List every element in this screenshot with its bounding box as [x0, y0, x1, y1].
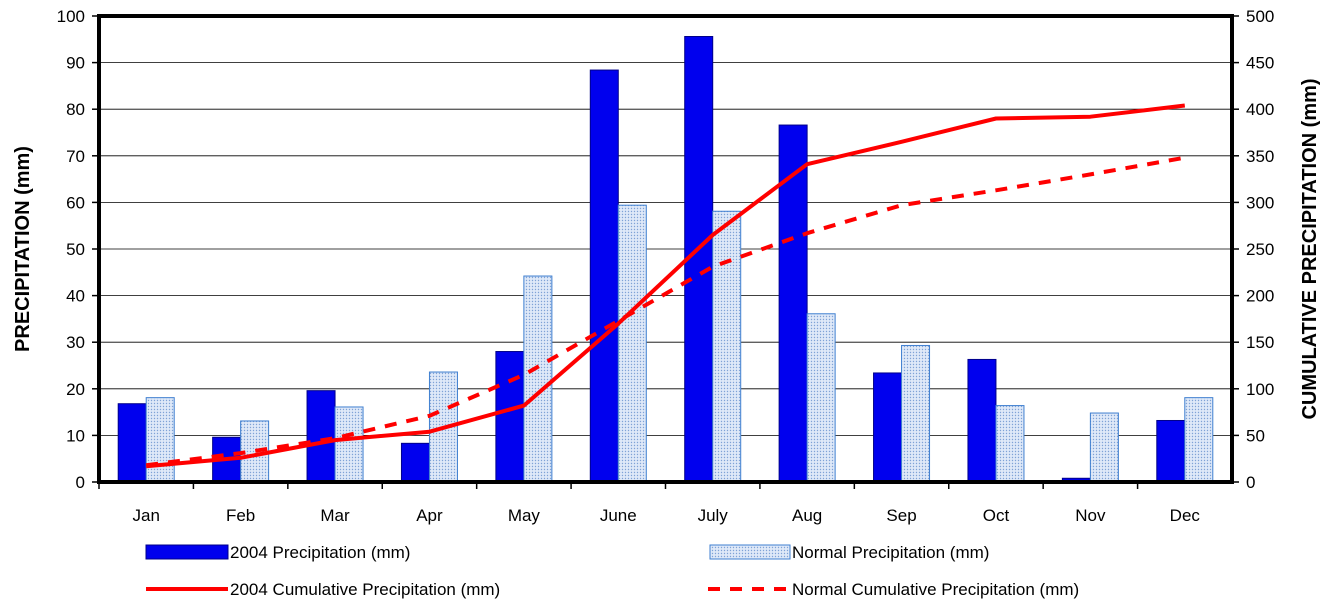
- bar-normal-Jan: [145, 397, 175, 483]
- bar-normal-Mar: [334, 406, 364, 483]
- bar-2004-Oct: [967, 358, 997, 483]
- legend-label: Normal Cumulative Precipitation (mm): [792, 580, 1079, 599]
- bar-normal-Nov: [1089, 412, 1119, 483]
- y-tick-label: 80: [66, 100, 85, 119]
- y2-tick-label: 350: [1246, 147, 1274, 166]
- x-tick-label: Nov: [1075, 506, 1106, 525]
- y2-tick-label: 450: [1246, 54, 1274, 73]
- legend: 2004 Precipitation (mm) Normal Precipitat…: [145, 543, 1079, 599]
- bar-normal-Dec: [1184, 397, 1214, 483]
- y2-tick-label: 0: [1246, 473, 1255, 492]
- x-tick-label: May: [508, 506, 541, 525]
- y-tick-label: 40: [66, 287, 85, 306]
- line-normal-cumulative: [145, 155, 1186, 468]
- bar-normal-Oct: [995, 405, 1025, 483]
- y-tick-label: 60: [66, 193, 85, 212]
- legend-label: 2004 Precipitation (mm): [230, 543, 410, 562]
- x-tick-label: Aug: [792, 506, 822, 525]
- x-tick-label: Jan: [132, 506, 159, 525]
- y2-tick-label: 100: [1246, 380, 1274, 399]
- y2-axis-title: CUMULATIVE PRECIPITATION (mm): [1299, 78, 1321, 419]
- x-tick-label: Apr: [416, 506, 443, 525]
- y-tick-label: 10: [66, 426, 85, 445]
- bar-2004-Mar: [306, 390, 336, 483]
- cumulative-lines: [145, 103, 1186, 469]
- bar-normal-July: [712, 210, 742, 483]
- bar-2004-May: [495, 351, 525, 483]
- x-tick-label: June: [600, 506, 637, 525]
- gridlines: [99, 62, 1232, 436]
- y2-tick-label: 300: [1246, 193, 1274, 212]
- bar-2004-Dec: [1156, 419, 1186, 483]
- y-tick-label: 30: [66, 333, 85, 352]
- bar-normal-May: [523, 275, 553, 483]
- y2-tick-label: 50: [1246, 426, 1265, 445]
- x-tick-label: July: [698, 506, 729, 525]
- bar-2004-Aug: [778, 124, 808, 483]
- legend-swatch: [709, 544, 791, 560]
- y-tick-label: 20: [66, 380, 85, 399]
- y-tick-label: 50: [66, 240, 85, 259]
- bar-2004-Jan: [117, 403, 147, 483]
- y2-tick-label: 200: [1246, 287, 1274, 306]
- legend-swatch: [145, 544, 229, 560]
- bar-normal-Aug: [806, 313, 836, 483]
- y-axis-title: PRECIPITATION (mm): [12, 146, 34, 352]
- legend-label: Normal Precipitation (mm): [792, 543, 989, 562]
- y2-tick-label: 250: [1246, 240, 1274, 259]
- y-tick-label: 90: [66, 54, 85, 73]
- y-tick-label: 70: [66, 147, 85, 166]
- y-tick-label: 0: [76, 473, 85, 492]
- bar-2004-June: [589, 69, 619, 483]
- x-tick-label: Mar: [320, 506, 350, 525]
- axes: 0 10 20 30 40 50 60 70 80 90 100 0 50 100 150 200 250 300…: [12, 7, 1321, 525]
- bar-2004-Sep: [873, 372, 903, 483]
- bar-normal-Sep: [901, 344, 931, 483]
- x-tick-label: Dec: [1170, 506, 1201, 525]
- bars: [117, 36, 1214, 483]
- y2-tick-label: 400: [1246, 100, 1274, 119]
- bar-normal-June: [617, 204, 647, 483]
- y2-tick-label: 500: [1246, 7, 1274, 26]
- legend-label: 2004 Cumulative Precipitation (mm): [230, 580, 500, 599]
- x-tick-label: Oct: [983, 506, 1010, 525]
- line-2004-cumulative: [146, 103, 1186, 469]
- x-tick-label: Feb: [226, 506, 255, 525]
- y2-tick-label: 150: [1246, 333, 1274, 352]
- y-tick-label: 100: [57, 7, 85, 26]
- bar-2004-Apr: [400, 442, 430, 483]
- x-tick-label: Sep: [886, 506, 916, 525]
